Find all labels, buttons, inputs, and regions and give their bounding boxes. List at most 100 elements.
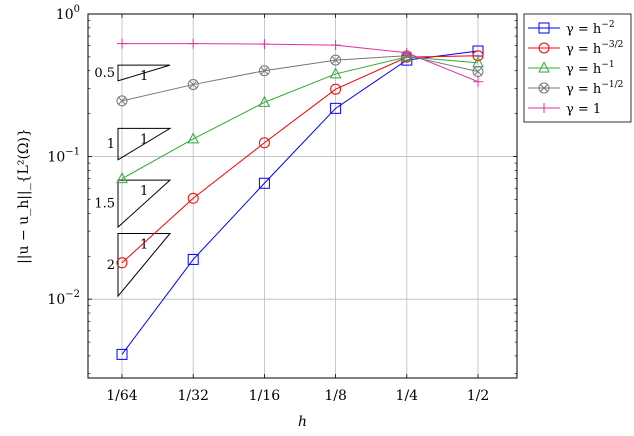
series-line (121, 50, 479, 355)
series-2 (116, 50, 484, 269)
x-axis-label: h (298, 414, 307, 430)
data-point (116, 95, 128, 107)
slope-triangle-1: 10.5 (94, 64, 171, 84)
marker-shape (538, 22, 550, 34)
legend: γ = h−2 γ = h−3/2 γ = h−1 γ = h−1/2 γ = 1 (523, 13, 632, 123)
data-point (117, 38, 127, 49)
data-point (472, 50, 484, 62)
marker-shape (116, 172, 128, 184)
marker-shape (472, 50, 484, 62)
plot-area-frame (87, 13, 518, 379)
legend-marker (538, 42, 550, 54)
marker-shape (260, 66, 269, 75)
slope-order-label: 2 (107, 258, 115, 273)
data-point (258, 95, 271, 107)
legend-marker (538, 82, 550, 94)
data-point (258, 65, 270, 77)
slope-triangle-4: 12 (107, 232, 172, 298)
data-point (187, 192, 199, 204)
marker-shape (540, 84, 548, 92)
marker-shape (187, 192, 199, 204)
marker-shape (330, 83, 342, 95)
slope-run-label: 1 (140, 237, 148, 252)
marker-shape (538, 82, 550, 94)
series-1 (116, 45, 484, 360)
marker-shape (538, 61, 550, 73)
marker-shape (258, 95, 271, 107)
data-point (401, 47, 412, 58)
series-line (122, 43, 479, 83)
x-tick-label: 1/32 (177, 388, 208, 404)
axis-ticks: 1/64 1/32 1/16 1/8 1/4 1/2 100 10−1 10−2 (47, 4, 517, 404)
marker-shape (329, 67, 342, 79)
data-point (188, 38, 199, 49)
data-point (258, 137, 270, 149)
marker-shape (258, 177, 270, 189)
slope-triangle-shape (117, 127, 172, 161)
slope-triangle-shape (117, 64, 171, 82)
x-tick-label: 1/16 (249, 388, 281, 404)
legend-label: γ = 1 (566, 102, 601, 117)
y-tick-label: 10−1 (47, 147, 80, 166)
data-point (330, 102, 342, 114)
slope-triangle-shape (117, 179, 172, 229)
slope-order-label: 1.5 (94, 197, 115, 212)
marker-shape (187, 132, 200, 144)
series-line (121, 55, 479, 102)
series-line (121, 55, 479, 264)
marker-shape (330, 102, 342, 114)
marker-shape (116, 257, 128, 269)
legend-label: γ = h−1/2 (566, 80, 623, 97)
legend-marker (538, 61, 550, 73)
data-point (330, 83, 342, 95)
data-point (116, 348, 128, 360)
series-5 (117, 38, 483, 87)
marker-shape (187, 253, 199, 265)
legend-entry: γ = 1 (528, 102, 601, 117)
legend-label: γ = h−1 (566, 60, 615, 77)
data-point (259, 39, 270, 50)
x-tick-label: 1/2 (467, 388, 490, 404)
y-tick-label: 10−2 (47, 289, 80, 308)
slope-triangle-2: 11 (107, 127, 172, 161)
marker-shape (258, 137, 270, 149)
y-tick-label: 100 (56, 4, 80, 23)
slope-order-label: 1 (107, 137, 115, 152)
slope-run-label: 1 (140, 184, 148, 199)
slope-run-label: 1 (140, 132, 148, 147)
legend-entry: γ = h−3/2 (528, 40, 623, 57)
marker-shape (331, 56, 340, 64)
data-point (258, 177, 270, 189)
marker-shape (538, 42, 550, 54)
legend-entry: γ = h−1 (528, 60, 615, 77)
x-tick-label: 1/8 (324, 388, 347, 404)
data-point (329, 67, 342, 79)
marker-shape (116, 95, 128, 107)
legend-entry: γ = h−1/2 (528, 80, 623, 97)
marker-shape (472, 66, 484, 78)
marker-shape (330, 54, 342, 66)
legend-label: γ = h−2 (566, 20, 615, 37)
marker-shape (258, 65, 270, 77)
slope-triangle-shape (117, 232, 172, 298)
data-point (187, 132, 200, 144)
legend-marker (538, 22, 550, 34)
marker-shape (189, 80, 198, 89)
data-point (472, 66, 484, 78)
legend-marker (539, 103, 549, 113)
data-point (330, 54, 342, 66)
marker-shape (474, 67, 482, 76)
series-line (121, 56, 479, 180)
marker-shape (187, 79, 199, 91)
data-point (116, 172, 128, 184)
slope-run-label: 1 (140, 69, 148, 84)
marker-shape (116, 348, 128, 360)
legend-entry: γ = h−2 (528, 20, 615, 37)
y-axis-label: ||u − u_h||_{L²(Ω)} (16, 128, 32, 264)
data-point (187, 253, 199, 265)
data-point (187, 79, 199, 91)
x-tick-label: 1/64 (106, 388, 138, 404)
series-3 (116, 50, 484, 184)
